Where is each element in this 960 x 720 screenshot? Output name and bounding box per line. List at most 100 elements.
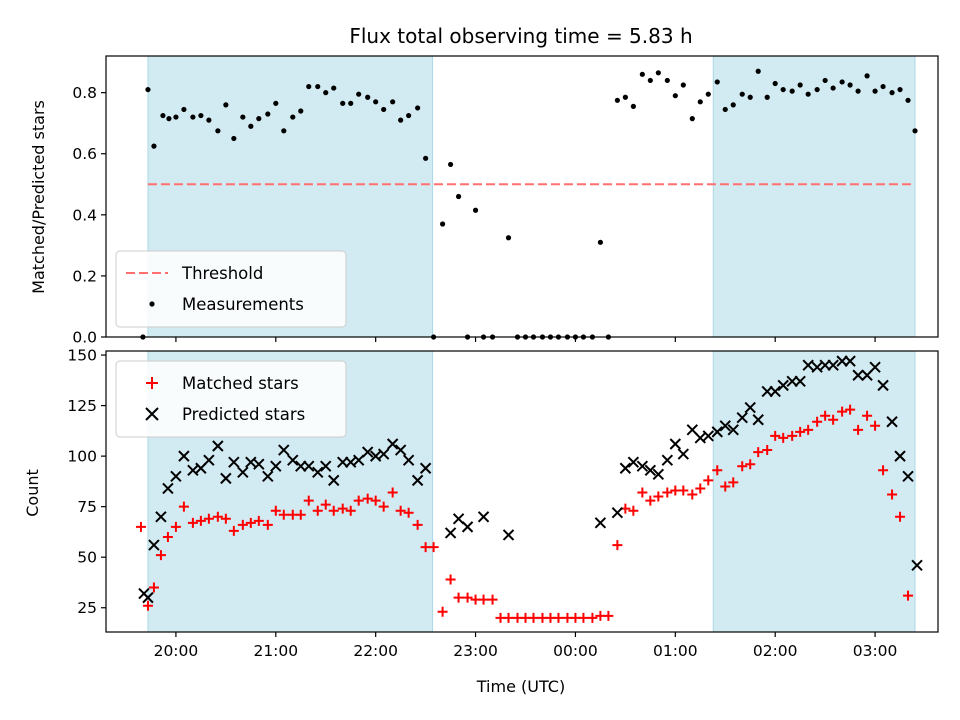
top-dot-point-88: [872, 88, 878, 94]
top-dot-point-58: [622, 94, 628, 100]
bottom-plus-point-40: [462, 592, 473, 603]
top-dot-point-35: [423, 155, 429, 161]
bottom-x-point-18: [278, 444, 290, 456]
bottom-axes-frame: [105, 350, 939, 633]
top-dot-point-77: [780, 86, 786, 93]
bottom-plus-point-6: [178, 501, 189, 512]
top-dot-point-14: [248, 123, 254, 129]
bottom-x-point-48: [661, 454, 674, 466]
top-observing-window-2: [712, 55, 916, 338]
bottom-plus-point-15: [253, 515, 264, 526]
top-dot-point-38: [447, 161, 454, 168]
bottom-x-point-49: [669, 438, 682, 450]
top-dot-point-8: [198, 112, 204, 119]
top-dot-point-84: [839, 79, 845, 85]
bottom-x-point-15: [253, 458, 265, 470]
bottom-plus-point-17: [270, 505, 281, 516]
top-dot-point-25: [340, 100, 346, 106]
bottom-plus-point-87: [853, 424, 864, 435]
bottom-legend-matched-stars-label: Matched stars: [182, 374, 299, 393]
bottom-x-point-50: [677, 448, 690, 460]
bottom-plus-point-1: [142, 600, 153, 611]
bottom-x-point-64: [794, 375, 806, 388]
bottom-y-tick-label-3: 100: [67, 448, 97, 466]
top-dot-point-21: [306, 83, 312, 90]
bottom-x-point-21: [303, 460, 315, 472]
bottom-plus-point-10: [212, 511, 223, 522]
top-dot-point-12: [231, 135, 237, 142]
bottom-x-point-7: [187, 464, 199, 476]
top-y-tick-label-0: 0.0: [72, 329, 97, 347]
bottom-plus-point-93: [903, 590, 914, 601]
bottom-plus-point-23: [320, 499, 331, 510]
bottom-plus-point-55: [587, 612, 598, 623]
bottom-plus-point-92: [895, 511, 906, 522]
bottom-x-tick-label-5: 01:00: [653, 642, 698, 660]
top-dot-point-22: [315, 83, 321, 90]
top-y-tick-label-1: 0.2: [72, 267, 97, 285]
top-dot-point-29: [373, 99, 379, 105]
bottom-x-point-30: [377, 448, 390, 460]
bottom-x-point-71: [852, 369, 864, 381]
bottom-plus-point-48: [528, 612, 539, 623]
top-dot-point-27: [356, 91, 362, 97]
top-dot-point-60: [639, 71, 645, 77]
top-dot-point-1: [145, 86, 151, 93]
bottom-plus-point-39: [453, 592, 464, 603]
bottom-x-point-34: [411, 474, 424, 487]
top-dot-point-16: [265, 111, 271, 117]
bottom-x-point-31: [386, 438, 399, 450]
bottom-x-point-73: [869, 361, 881, 373]
top-dot-point-24: [331, 85, 337, 91]
top-dot-point-75: [764, 94, 770, 100]
bottom-plus-point-71: [720, 481, 731, 492]
top-dot-point-31: [390, 99, 396, 105]
bottom-plus-point-42: [478, 594, 489, 605]
bottom-plus-point-5: [170, 521, 181, 532]
top-legend-box: [115, 250, 347, 328]
bottom-plus-point-77: [770, 430, 781, 441]
top-dot-point-74: [755, 68, 761, 74]
bottom-plus-point-90: [878, 465, 889, 476]
bottom-plus-point-24: [328, 505, 339, 516]
bottom-y-tick-label-5: 150: [67, 347, 97, 365]
bottom-x-point-55: [719, 420, 731, 432]
bottom-x-point-58: [744, 401, 756, 414]
bottom-x-point-6: [178, 450, 190, 462]
bottom-plus-point-30: [378, 501, 389, 512]
top-y-tick-label-4: 0.8: [72, 84, 97, 102]
top-panel-y-axis-label: Matched/Predicted stars: [29, 100, 48, 294]
top-dot-point-89: [880, 83, 886, 90]
top-dot-point-86: [855, 88, 861, 94]
bottom-plus-point-32: [395, 505, 406, 516]
bottom-x-point-19: [287, 454, 299, 466]
top-legend-measurements-label: Measurements: [182, 295, 304, 314]
bottom-plus-point-2: [148, 582, 159, 593]
bottom-x-point-52: [694, 432, 706, 444]
x-axis-label: Time (UTC): [476, 677, 565, 696]
top-dot-point-73: [747, 94, 753, 100]
top-dot-point-70: [722, 106, 728, 113]
bottom-x-point-46: [644, 464, 657, 476]
bottom-plus-point-74: [745, 459, 756, 470]
bottom-x-tick-label-0: 20:00: [154, 642, 199, 660]
top-dot-point-13: [240, 114, 246, 120]
top-dot-point-68: [705, 91, 711, 97]
bottom-x-point-42: [611, 507, 624, 519]
bottom-x-point-5: [170, 470, 182, 483]
top-legend-threshold-label: Threshold: [181, 264, 263, 283]
bottom-plus-point-83: [820, 410, 831, 421]
bottom-x-point-22: [312, 466, 324, 479]
top-dot-point-76: [772, 80, 778, 87]
bottom-legend-predicted-stars-swatch: [145, 407, 159, 421]
bottom-x-tick-label-7: 03:00: [853, 642, 898, 660]
top-dot-point-80: [805, 91, 811, 97]
top-axes-frame: [105, 55, 939, 338]
bottom-x-point-44: [627, 456, 640, 468]
top-dot-point-17: [273, 100, 279, 106]
top-dot-point-55: [597, 239, 604, 245]
top-dot-point-92: [905, 97, 911, 103]
bottom-plus-point-13: [237, 519, 248, 530]
bottom-plus-point-14: [245, 517, 256, 528]
